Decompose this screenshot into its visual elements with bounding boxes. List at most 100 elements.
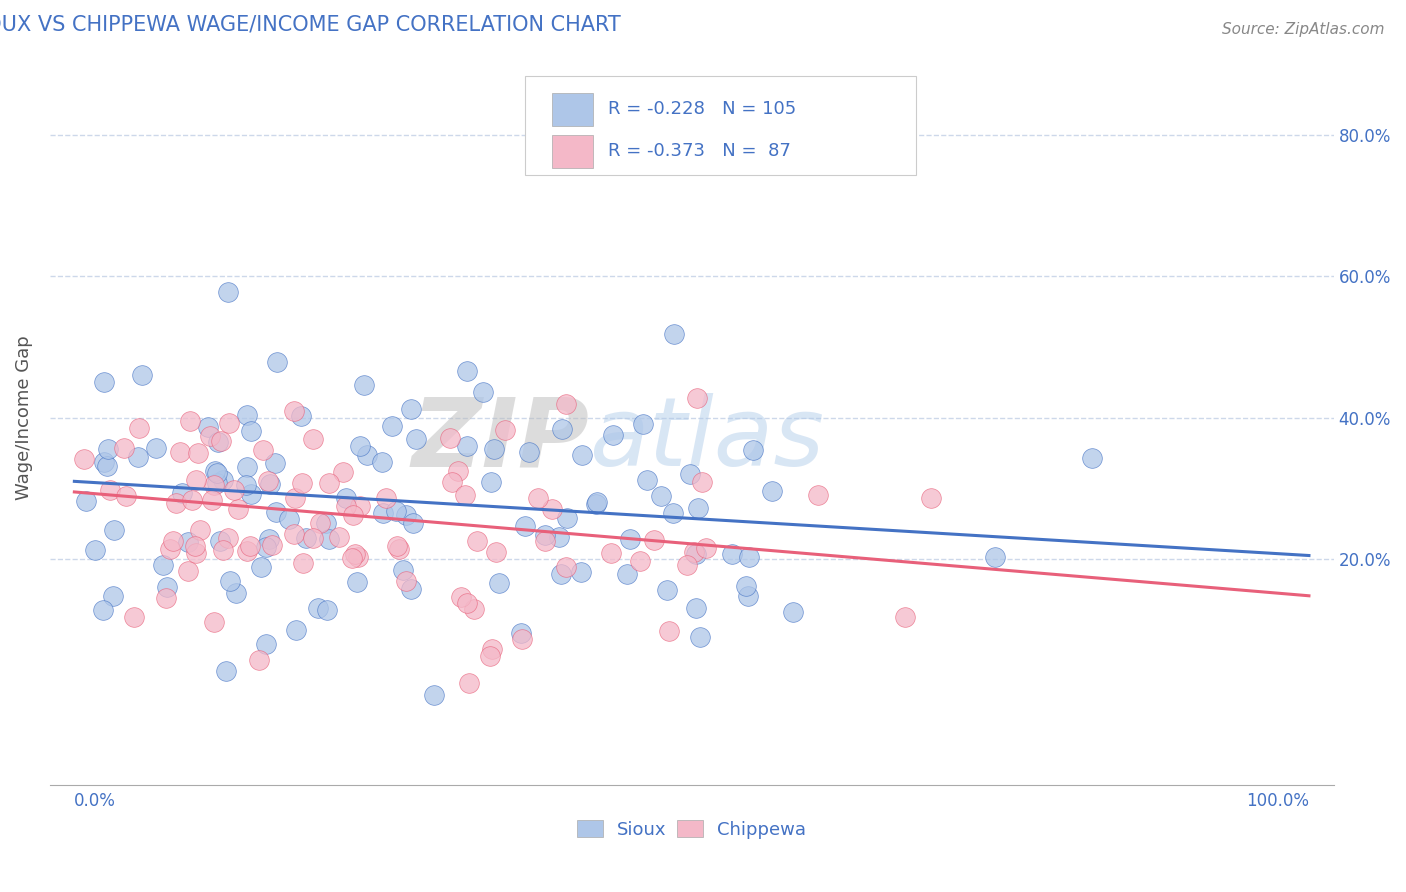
Text: atlas: atlas	[589, 393, 824, 486]
Point	[290, 409, 312, 423]
Point	[662, 327, 685, 342]
Point	[131, 368, 153, 383]
Point	[447, 464, 470, 478]
Point	[162, 534, 184, 549]
Point	[551, 422, 574, 436]
Point	[301, 531, 323, 545]
Point	[679, 467, 702, 481]
Point	[75, 494, 97, 508]
Point	[209, 434, 232, 448]
Point	[115, 489, 138, 503]
Point	[346, 574, 368, 589]
Point	[283, 404, 305, 418]
Point	[571, 448, 593, 462]
Point	[177, 564, 200, 578]
Point	[172, 486, 194, 500]
Point	[685, 547, 707, 561]
Point	[478, 648, 501, 663]
Point	[388, 541, 411, 556]
Point	[737, 589, 759, 603]
Point	[259, 477, 281, 491]
Point	[479, 475, 502, 489]
Point	[534, 527, 557, 541]
Point	[690, 475, 713, 489]
Point	[207, 434, 229, 449]
Point	[399, 582, 422, 597]
Point	[235, 544, 257, 558]
Point	[527, 491, 550, 505]
Point	[83, 543, 105, 558]
Point	[471, 384, 494, 399]
Point	[1081, 451, 1104, 466]
Point	[894, 610, 917, 624]
Point	[454, 488, 477, 502]
Point	[741, 442, 763, 457]
Point	[555, 560, 578, 574]
Point	[631, 417, 654, 431]
Point	[616, 567, 638, 582]
Point	[353, 378, 375, 392]
Point	[340, 551, 363, 566]
Point	[676, 558, 699, 573]
Point	[335, 499, 357, 513]
Point	[159, 541, 181, 556]
Point	[463, 602, 485, 616]
Text: Source: ZipAtlas.com: Source: ZipAtlas.com	[1222, 22, 1385, 37]
Point	[318, 475, 340, 490]
Point	[240, 424, 263, 438]
Point	[555, 511, 578, 525]
Point	[395, 508, 418, 523]
Point	[782, 605, 804, 619]
Point	[177, 535, 200, 549]
Point	[224, 483, 246, 497]
Point	[218, 285, 240, 299]
Point	[103, 523, 125, 537]
Point	[236, 408, 259, 422]
Point	[122, 610, 145, 624]
Text: R = -0.228   N = 105: R = -0.228 N = 105	[609, 100, 796, 119]
Point	[482, 442, 505, 457]
Point	[457, 675, 479, 690]
Point	[643, 533, 665, 548]
Point	[650, 490, 672, 504]
Point	[73, 451, 96, 466]
Point	[349, 439, 371, 453]
Point	[205, 466, 228, 480]
Text: ZIP: ZIP	[411, 393, 589, 486]
Point	[215, 664, 238, 678]
Point	[686, 391, 709, 405]
Point	[218, 416, 240, 430]
Point	[211, 473, 233, 487]
Point	[328, 530, 350, 544]
Point	[349, 500, 371, 514]
Point	[184, 539, 207, 553]
Point	[249, 560, 271, 574]
Point	[655, 583, 678, 598]
Point	[252, 443, 274, 458]
Point	[387, 539, 409, 553]
Point	[381, 419, 404, 434]
Point	[291, 556, 314, 570]
Text: R = -0.373   N =  87: R = -0.373 N = 87	[609, 143, 792, 161]
Point	[264, 456, 287, 470]
Point	[254, 541, 277, 555]
Point	[127, 450, 149, 464]
Point	[385, 504, 408, 518]
Point	[264, 505, 287, 519]
Point	[186, 546, 208, 560]
Point	[225, 585, 247, 599]
Point	[689, 630, 711, 644]
Point	[682, 545, 704, 559]
Point	[456, 596, 478, 610]
Point	[93, 375, 115, 389]
Point	[226, 501, 249, 516]
FancyBboxPatch shape	[551, 135, 593, 168]
Point	[100, 483, 122, 497]
Point	[439, 431, 461, 445]
Point	[318, 532, 340, 546]
Point	[97, 442, 120, 457]
Point	[602, 427, 624, 442]
Point	[187, 445, 209, 459]
Point	[356, 448, 378, 462]
Point	[235, 460, 257, 475]
